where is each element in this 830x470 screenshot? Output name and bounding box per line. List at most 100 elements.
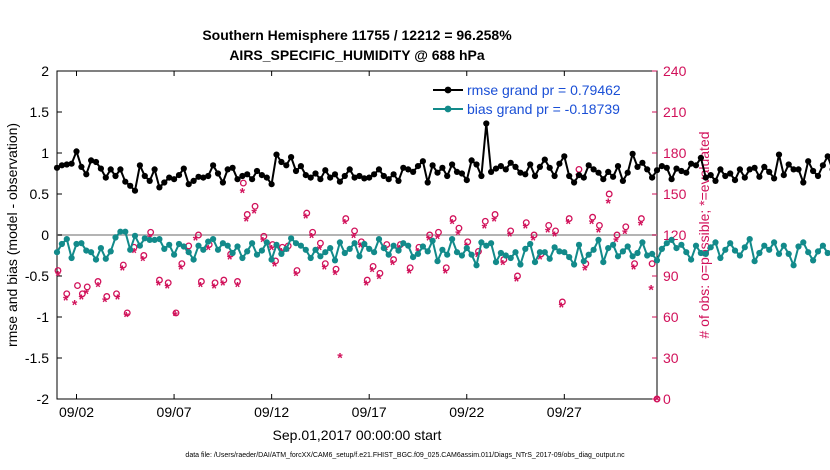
obs-evaluated-marker: * — [622, 225, 628, 241]
bias-point — [361, 240, 368, 248]
chart-title: Southern Hemisphere 11755 / 12212 = 96.2… — [202, 27, 512, 43]
obs-possible-marker — [363, 276, 371, 284]
rmse-point — [419, 158, 426, 165]
obs-possible-marker — [147, 228, 155, 236]
bias-point — [507, 254, 514, 262]
obs-possible-marker — [234, 278, 241, 285]
legend-rmse-label: rmse grand pr = 0.79462 — [467, 82, 621, 98]
rmse-point — [663, 164, 670, 171]
bias-point — [214, 246, 222, 253]
obs-evaluated-marker: * — [500, 257, 506, 273]
bias-point — [63, 236, 70, 243]
obs-possible-marker — [342, 215, 350, 223]
bias-point — [410, 254, 417, 261]
rmse-point — [224, 166, 231, 173]
bias-point — [380, 245, 387, 252]
obs-possible-marker — [164, 279, 172, 287]
bias-point — [805, 249, 812, 256]
obs-evaluated-marker: * — [95, 279, 101, 295]
rmse-point — [239, 172, 246, 180]
rmse-point — [741, 174, 748, 181]
obs-evaluated-marker: * — [172, 307, 178, 323]
bias-point — [419, 243, 426, 250]
obs-possible-marker — [155, 276, 163, 284]
y-tick-label: 1 — [41, 145, 49, 161]
x-tick-label: 09/27 — [547, 404, 582, 420]
bias-point — [414, 250, 422, 257]
bias-point — [556, 248, 563, 255]
bias-point — [702, 250, 709, 257]
obs-evaluated-marker: * — [293, 268, 299, 284]
bias-point — [292, 240, 300, 247]
rmse-point — [317, 176, 324, 183]
obs-evaluated-marker: * — [358, 239, 364, 255]
bias-point — [590, 246, 597, 253]
data-file-footer: data file: /Users/raeder/DAI/ATM_forcXX/… — [185, 452, 625, 459]
obs-possible-marker — [637, 215, 645, 223]
rmse-point — [297, 163, 304, 170]
rmse-point — [453, 168, 461, 175]
bias-point — [88, 249, 95, 256]
rmse-point — [292, 167, 300, 175]
obs-evaluated-marker: * — [605, 195, 611, 211]
rmse-point — [707, 172, 714, 179]
bias-point — [731, 247, 739, 254]
rmse-point — [751, 164, 758, 171]
bias-point — [463, 245, 470, 252]
obs-possible-marker — [442, 264, 450, 272]
bias-point — [722, 246, 729, 253]
rmse-point — [127, 182, 134, 189]
obs-evaluated-marker: * — [537, 251, 543, 267]
rmse-point — [658, 163, 666, 170]
rmse-point — [107, 166, 114, 173]
rmse-point — [122, 178, 129, 185]
chart-subtitle: AIRS_SPECIFIC_HUMIDITY @ 688 hPa — [229, 47, 485, 63]
obs-possible-marker — [565, 215, 573, 223]
y2-axis-label: # of obs: o=possible; *=evaluated — [696, 131, 712, 338]
rmse-point — [478, 172, 485, 180]
rmse-point — [600, 176, 607, 183]
bias-point — [346, 245, 353, 252]
bias-point — [561, 249, 568, 256]
bias-point — [692, 242, 700, 249]
obs-possible-marker — [260, 232, 268, 240]
y2-tick-label: 180 — [663, 145, 687, 161]
obs-possible-marker — [390, 256, 398, 264]
rmse-point — [283, 162, 290, 169]
y2-tick-label: 60 — [663, 309, 679, 325]
obs-evaluated-marker: * — [63, 292, 69, 308]
obs-possible-marker — [140, 252, 148, 259]
bias-point — [102, 255, 109, 262]
obs-possible-marker — [239, 179, 247, 187]
rmse-point — [151, 166, 158, 173]
bias-point — [761, 242, 768, 249]
rmse-point — [92, 158, 100, 166]
y2-tick-label: 90 — [663, 268, 679, 284]
rmse-point — [273, 151, 280, 158]
obs-evaluated-marker: * — [251, 205, 257, 221]
bias-point — [341, 249, 348, 257]
bias-point — [127, 246, 134, 253]
y-tick-label: -0.5 — [25, 268, 49, 284]
rmse-point — [468, 157, 475, 164]
bias-point — [78, 240, 85, 247]
rmse-point — [200, 174, 207, 181]
bias-point — [610, 241, 617, 248]
rmse-point — [566, 172, 573, 180]
rmse-point — [439, 164, 446, 171]
rmse-point — [678, 167, 685, 175]
obs-possible-marker — [321, 260, 329, 268]
rmse-point — [410, 168, 417, 175]
obs-possible-marker — [74, 282, 81, 290]
bias-point — [288, 235, 295, 242]
rmse-point — [522, 171, 529, 178]
rmse-point — [575, 172, 583, 179]
obs-evaluated-marker: * — [140, 253, 146, 269]
bias-point — [458, 252, 465, 259]
bias-point — [190, 256, 197, 263]
bias-point — [283, 245, 290, 252]
bias-point — [497, 249, 504, 257]
obs-evaluated-marker: * — [613, 233, 619, 249]
bias-point — [371, 249, 378, 256]
bias-point — [83, 247, 90, 254]
